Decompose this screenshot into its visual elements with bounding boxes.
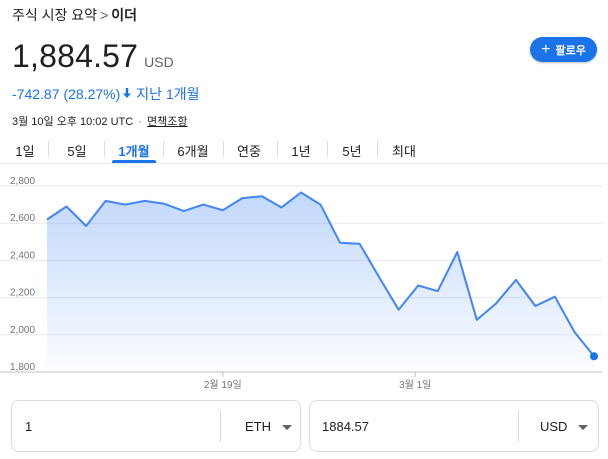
y-tick-label: 2,400: [10, 250, 35, 261]
timestamp-text: 3월 10일 오후 10:02 UTC: [12, 116, 134, 128]
y-tick-label: 2,800: [10, 176, 35, 187]
breadcrumb: 주식 시장 요약 > 이더: [12, 5, 137, 25]
breadcrumb-current: 이더: [111, 7, 138, 23]
tab-divider: [327, 141, 328, 157]
tab-divider: [104, 141, 105, 157]
tab-6m[interactable]: 6개월: [177, 144, 209, 159]
active-tab-indicator: [112, 160, 156, 163]
tab-max[interactable]: 최대: [392, 144, 416, 159]
tab-ytd[interactable]: 연중: [237, 144, 261, 159]
tab-5d[interactable]: 5일: [67, 144, 87, 159]
tab-divider: [163, 141, 164, 157]
breadcrumb-separator: >: [100, 7, 109, 23]
input-divider: [518, 410, 519, 442]
price-change: -742.87 (28.27%) 지난 1개월: [12, 84, 200, 104]
disclaimer-link[interactable]: 면책조항: [147, 116, 188, 128]
amount-converter-from: 1 ETH: [11, 400, 301, 452]
price-chart[interactable]: 2,800 2,600 2,400 2,200 2,000 1,800 2월 19일 3월 …: [0, 168, 608, 390]
tabs-divider: [0, 163, 608, 164]
time-range-tabs: 1일 5일 1개월 6개월 연중 1년 5년 최대: [0, 133, 608, 163]
tab-1m[interactable]: 1개월: [118, 144, 150, 159]
tab-divider: [377, 141, 378, 157]
price-area-fill: [47, 192, 594, 372]
y-tick-label: 2,600: [10, 213, 35, 224]
chevron-down-icon[interactable]: [578, 425, 588, 430]
follow-button[interactable]: + 팔로우: [530, 37, 597, 62]
x-tick-label: 3월 1일: [399, 379, 431, 390]
tab-1y[interactable]: 1년: [291, 144, 311, 159]
from-unit-select[interactable]: ETH: [245, 419, 271, 434]
x-tick-label: 2월 19일: [204, 379, 242, 390]
price-currency: USD: [144, 54, 174, 70]
chevron-down-icon[interactable]: [282, 425, 292, 430]
current-price-marker: [590, 352, 598, 361]
to-unit-select[interactable]: USD: [540, 419, 568, 434]
last-updated: 3월 10일 오후 10:02 UTC · 면책조항: [12, 113, 187, 129]
input-divider: [220, 410, 221, 442]
change-period: 지난 1개월: [136, 86, 200, 102]
to-amount-input[interactable]: 1884.57: [322, 419, 369, 434]
y-tick-label: 1,800: [10, 362, 35, 373]
y-tick-label: 2,200: [10, 288, 35, 299]
arrow-down-icon: [122, 86, 132, 102]
from-amount-input[interactable]: 1: [25, 419, 33, 434]
tab-1d[interactable]: 1일: [15, 144, 35, 159]
change-amount: -742.87: [12, 86, 60, 102]
tab-divider: [223, 141, 224, 157]
y-tick-label: 2,000: [10, 325, 35, 336]
price-row: 1,884.57 USD: [12, 38, 174, 75]
plus-icon: +: [541, 40, 551, 58]
tab-divider: [277, 141, 278, 157]
current-price: 1,884.57: [12, 38, 139, 74]
breadcrumb-parent-link[interactable]: 주식 시장 요약: [12, 7, 98, 23]
change-percent: (28.27%): [63, 86, 121, 102]
timestamp-separator: ·: [138, 116, 142, 128]
price-line: [46, 191, 595, 357]
follow-button-label: 팔로우: [555, 44, 586, 57]
amount-converter-to: 1884.57 USD: [309, 400, 599, 452]
tab-5y[interactable]: 5년: [342, 144, 362, 159]
tab-divider: [48, 141, 49, 157]
